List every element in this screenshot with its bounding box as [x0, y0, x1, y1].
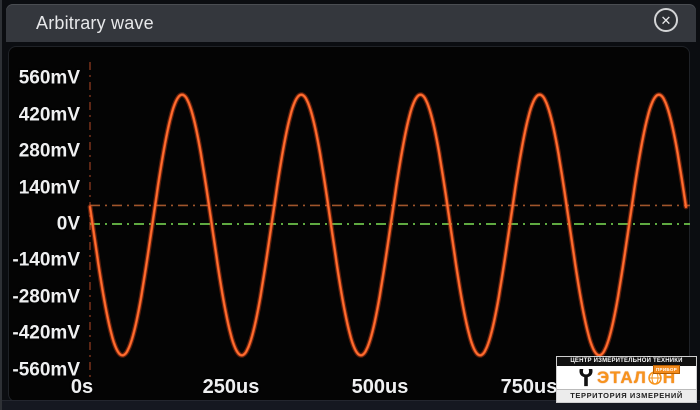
logo-badge: ПРИБОР: [652, 364, 680, 374]
logo-main-row: ЭТАЛ Н ПРИБОР: [557, 364, 696, 389]
close-button[interactable]: ✕: [654, 8, 678, 32]
logo-top-text: ЦЕНТР ИЗМЕРИТЕЛЬНОЙ ТЕХНИКИ: [557, 356, 696, 366]
sine-wave-trace: [88, 93, 688, 357]
tuning-fork-icon: [579, 368, 593, 386]
dialog-title: Arbitrary wave: [36, 12, 154, 33]
bottom-strip: [2, 400, 700, 410]
logo-bottom-text: ТЕРРИТОРИЯ ИЗМЕРЕНИЙ: [557, 388, 696, 402]
dialog-titlebar: Arbitrary wave: [6, 4, 696, 42]
close-icon: ✕: [660, 12, 672, 28]
sine-wave-core: [89, 94, 687, 356]
sine-wave-glow: [87, 92, 689, 358]
brand-left: ЭТАЛ: [596, 368, 647, 387]
etalon-logo-watermark: ЦЕНТР ИЗМЕРИТЕЛЬНОЙ ТЕХНИКИ ЭТАЛ Н ПРИБО…: [556, 355, 697, 403]
